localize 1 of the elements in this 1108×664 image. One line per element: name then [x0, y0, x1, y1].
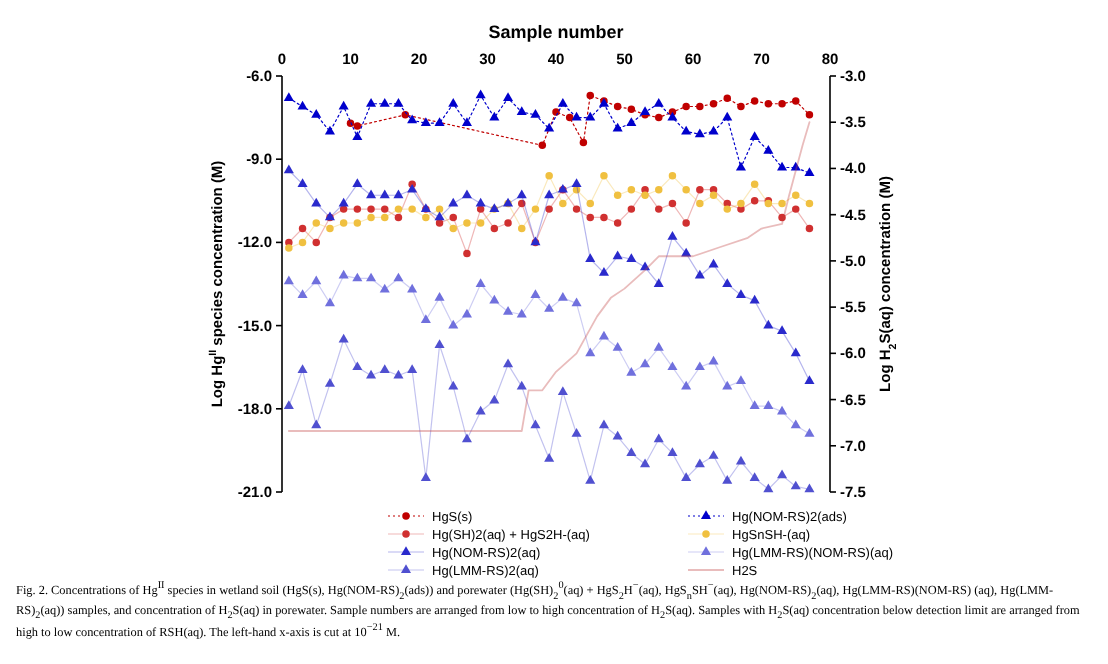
x-axis-title: Sample number — [488, 22, 625, 42]
